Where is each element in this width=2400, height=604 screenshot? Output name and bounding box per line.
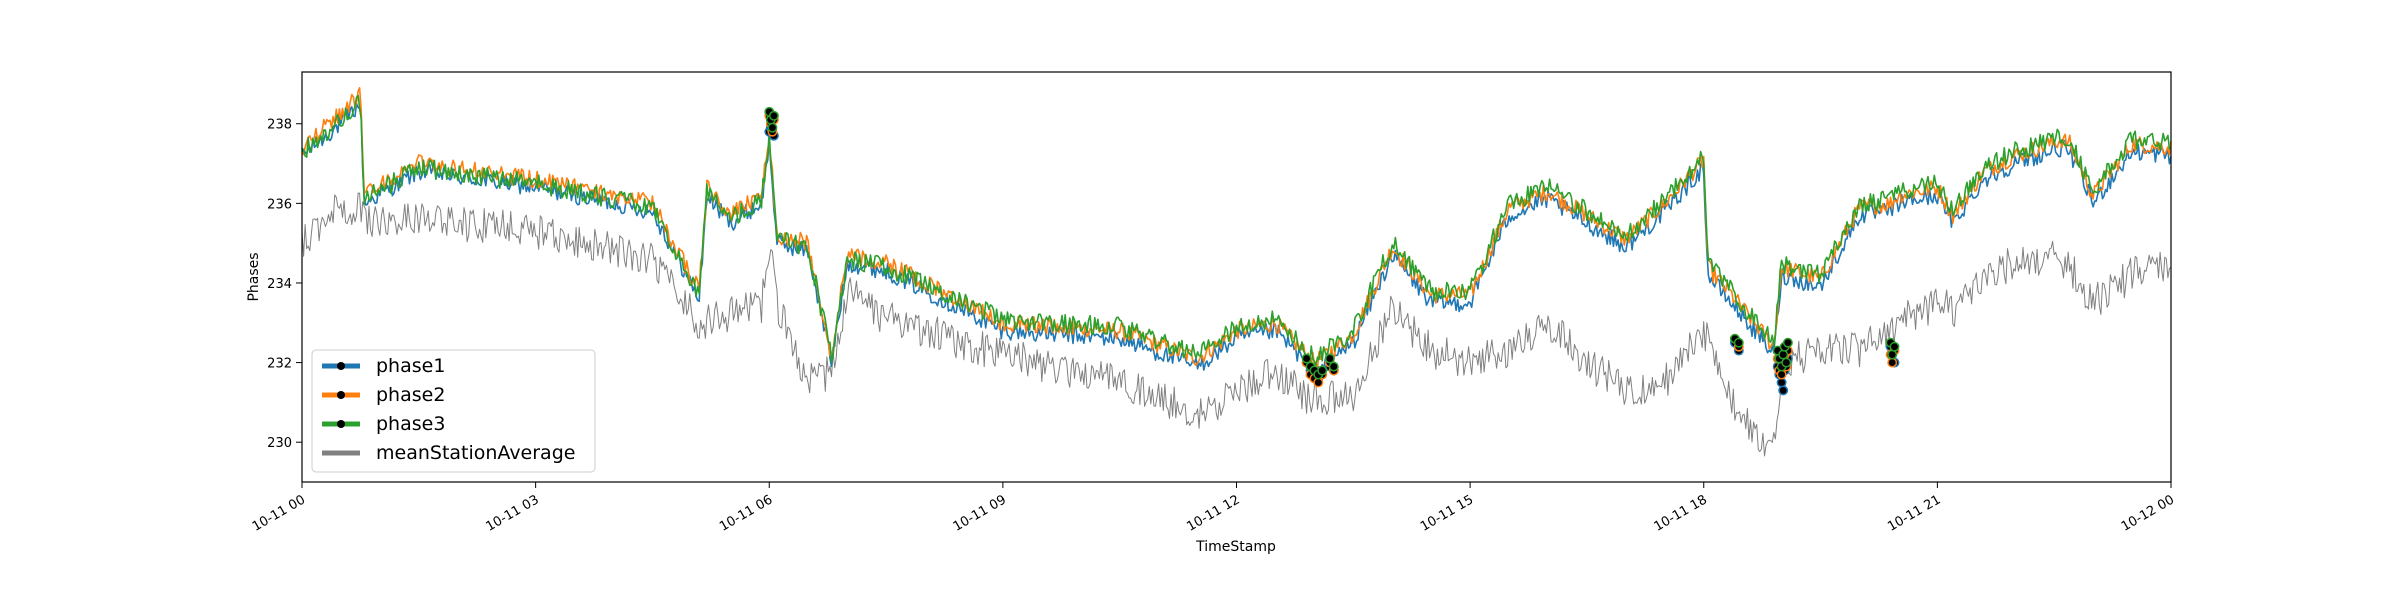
anomaly-point-phase3	[1781, 357, 1792, 368]
x-axis-label: TimeStamp	[1195, 539, 1276, 555]
y-tick-label: 238	[267, 118, 292, 133]
series-line-phase2	[301, 87, 2172, 370]
anomaly-point-phase3	[1328, 361, 1339, 372]
y-tick-label: 234	[267, 277, 292, 292]
y-tick-label: 232	[267, 357, 292, 372]
y-tick-label: 230	[267, 436, 292, 451]
anomaly-point-phase1	[1778, 385, 1789, 396]
anomaly-point-phase3	[1733, 337, 1744, 348]
anomaly-point-phase3	[1301, 353, 1312, 364]
legend-item-phase3: phase3	[322, 413, 445, 435]
legend-label-mean-station-average: meanStationAverage	[376, 442, 575, 464]
anomaly-point-phase3	[1782, 337, 1793, 348]
anomaly-point-phase2	[1313, 377, 1324, 388]
anomaly-layer	[764, 106, 1900, 396]
legend-item-phase2: phase2	[322, 384, 445, 406]
legend: phase1 phase2 phase3 meanStationAverage	[311, 349, 596, 473]
series-line-phase3	[301, 94, 2172, 366]
anomaly-point-phase3	[1778, 349, 1789, 360]
anomaly-point-phase3	[1317, 365, 1328, 376]
anomaly-point-phase3	[1887, 349, 1898, 360]
legend-marker-phase3	[337, 420, 345, 428]
legend-label-phase3: phase3	[376, 413, 445, 435]
series-line-phase1	[301, 102, 2172, 380]
anomaly-point-phase2	[1776, 369, 1787, 380]
anomaly-point-phase3	[1889, 341, 1900, 352]
anomaly-point-phase3	[1324, 353, 1335, 364]
y-tick-label: 236	[267, 197, 292, 212]
anomaly-point-phase1	[1776, 377, 1787, 388]
series-line-mean-station-average	[301, 192, 2172, 457]
anomaly-point-phase3	[767, 122, 778, 133]
anomaly-point-phase2	[1887, 357, 1898, 368]
series-layer	[301, 87, 2172, 457]
legend-label-phase1: phase1	[376, 355, 445, 377]
legend-marker-phase1	[337, 362, 345, 370]
legend-marker-phase2	[337, 391, 345, 399]
legend-label-phase2: phase2	[376, 384, 445, 406]
anomaly-point-phase3	[768, 110, 779, 121]
legend-item-phase1: phase1	[322, 355, 445, 377]
legend-item-mean-station-average: meanStationAverage	[322, 442, 575, 464]
legend-box	[311, 349, 596, 473]
y-axis: 230 232 234 236 238	[267, 118, 302, 451]
y-axis-label: Phases	[246, 252, 262, 301]
